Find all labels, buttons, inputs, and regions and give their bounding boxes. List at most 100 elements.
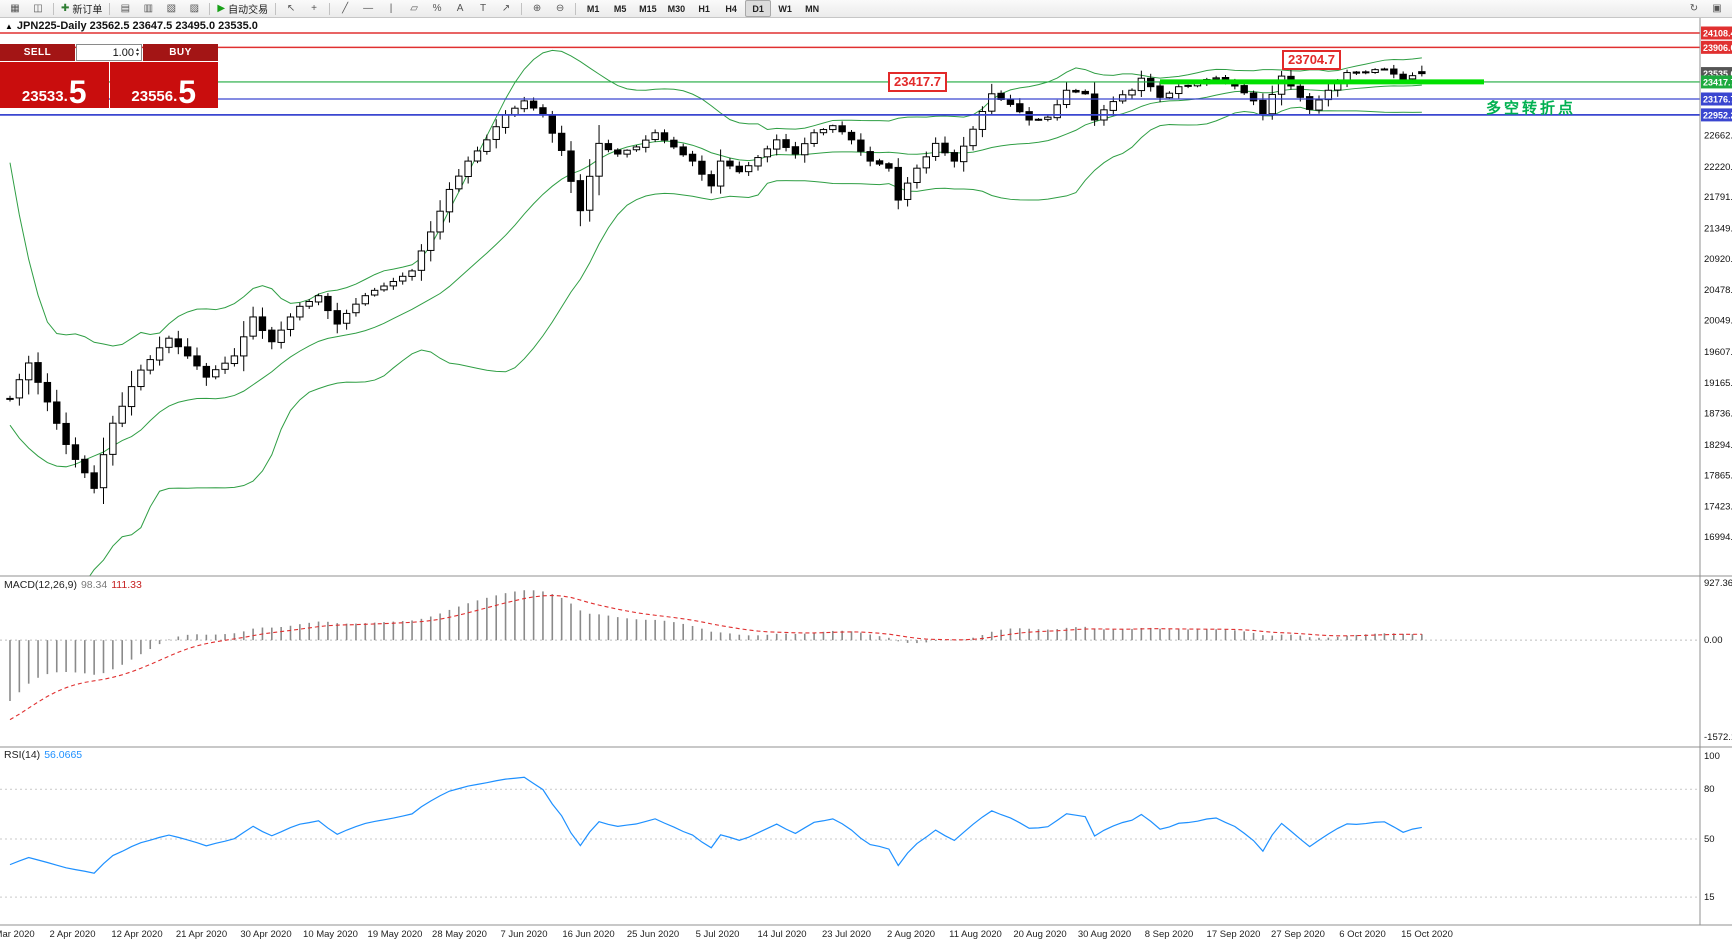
timeframe-mn-button[interactable]: MN: [799, 0, 825, 17]
svg-text:16994.0: 16994.0: [1704, 532, 1732, 543]
timeframe-m15-button[interactable]: M15: [634, 0, 662, 17]
turning-point-annotation[interactable]: 多空转折点: [1486, 100, 1577, 117]
autotrading-button[interactable]: ▶ 自动交易: [214, 0, 271, 17]
chart-title-text: JPN225-Daily 23562.5 23647.5 23495.0 235…: [16, 20, 258, 32]
new-chart-icon: ▦: [10, 2, 20, 14]
support-level-annotation[interactable]: 23417.7: [888, 72, 947, 92]
terminal-button[interactable]: ▨: [183, 0, 205, 17]
fullscreen-icon: ▣: [1712, 2, 1722, 14]
chart-title: ▲ JPN225-Daily 23562.5 23647.5 23495.0 2…: [5, 20, 258, 32]
svg-text:17865.0: 17865.0: [1704, 470, 1732, 481]
svg-text:16 Jun 2020: 16 Jun 2020: [562, 929, 614, 940]
chart-marker-icon[interactable]: ▲: [5, 21, 13, 31]
svg-text:28 May 2020: 28 May 2020: [432, 929, 487, 940]
cursor-button[interactable]: ↖: [280, 0, 302, 17]
autotrading-label: 自动交易: [228, 5, 269, 16]
svg-text:27 Sep 2020: 27 Sep 2020: [1271, 929, 1325, 940]
market-watch-button[interactable]: ▤: [114, 0, 136, 17]
macd-signal-value: 111.33: [111, 579, 142, 591]
svg-text:2 Aug 2020: 2 Aug 2020: [887, 929, 935, 940]
resistance-level-annotation[interactable]: 23704.7: [1282, 50, 1341, 70]
svg-text:24108.4: 24108.4: [1703, 28, 1732, 38]
svg-text:19607.0: 19607.0: [1704, 347, 1732, 358]
navigator-button[interactable]: ▧: [160, 0, 182, 17]
text-label-button[interactable]: T: [472, 0, 494, 17]
fullscreen-button[interactable]: ▣: [1706, 0, 1728, 17]
toolbar-separator: [209, 2, 211, 15]
buy-price-button[interactable]: 23556. 5: [109, 62, 218, 108]
horizontal-line-button[interactable]: —: [357, 0, 379, 17]
fibonacci-button[interactable]: %: [426, 0, 448, 17]
toolbar-separator: [521, 2, 523, 15]
svg-text:80: 80: [1704, 784, 1715, 795]
timeframe-label: M30: [667, 3, 686, 14]
refresh-icon: ↻: [1689, 2, 1699, 14]
svg-text:0.00: 0.00: [1704, 635, 1723, 646]
svg-text:6 Oct 2020: 6 Oct 2020: [1339, 929, 1385, 940]
zoom-out-button[interactable]: ⊖: [549, 0, 571, 17]
volume-up-button[interactable]: ▴: [135, 46, 139, 53]
svg-text:22662.0: 22662.0: [1704, 130, 1732, 141]
sell-button[interactable]: SELL: [0, 44, 75, 61]
equidistant-channel-button[interactable]: ▱: [403, 0, 425, 17]
svg-text:100: 100: [1704, 751, 1720, 762]
fibonacci-icon: %: [432, 2, 442, 14]
zoom-in-icon: ⊕: [532, 2, 542, 14]
timeframe-label: M1: [586, 3, 600, 14]
new-chart-button[interactable]: ▦: [4, 0, 26, 17]
horizontal-line-icon: —: [363, 2, 374, 14]
text-button[interactable]: A: [449, 0, 471, 17]
price-chart[interactable]: 22662.0 22220.0 21791.0 21349.0 20920.0 20478…: [0, 18, 1732, 942]
equidistant-channel-icon: ▱: [410, 2, 418, 14]
svg-text:17423.0: 17423.0: [1704, 502, 1732, 513]
toolbar-separator: [275, 2, 277, 15]
new-order-icon: ✚: [61, 2, 70, 14]
sell-price-big-digit: 5: [68, 74, 87, 110]
svg-text:21 Apr 2020: 21 Apr 2020: [176, 929, 227, 940]
svg-text:7 Jun 2020: 7 Jun 2020: [500, 929, 547, 940]
timeframe-m5-button[interactable]: M5: [607, 0, 633, 17]
svg-text:20 Aug 2020: 20 Aug 2020: [1013, 929, 1066, 940]
svg-text:23176.7: 23176.7: [1703, 94, 1732, 104]
crosshair-button[interactable]: +: [303, 0, 325, 17]
timeframe-w1-button[interactable]: W1: [772, 0, 798, 17]
timeframe-h4-button[interactable]: H4: [718, 0, 744, 17]
vertical-line-button[interactable]: |: [380, 0, 402, 17]
text-icon: A: [456, 2, 464, 14]
svg-text:25 Jun 2020: 25 Jun 2020: [627, 929, 679, 940]
timeframe-label: H1: [698, 3, 710, 14]
refresh-button[interactable]: ↻: [1683, 0, 1705, 17]
svg-text:20478.0: 20478.0: [1704, 285, 1732, 296]
terminal-icon: ▨: [189, 2, 200, 14]
svg-text:11 Aug 2020: 11 Aug 2020: [949, 929, 1002, 940]
macd-name: MACD(12,26,9): [4, 579, 77, 591]
timeframe-label: M15: [639, 3, 657, 14]
svg-text:30 Aug 2020: 30 Aug 2020: [1078, 929, 1131, 940]
timeframe-m30-button[interactable]: M30: [663, 0, 691, 17]
data-window-icon: ▥: [143, 2, 154, 14]
buy-button[interactable]: BUY: [143, 44, 218, 61]
svg-text:24 Mar 2020: 24 Mar 2020: [0, 929, 35, 940]
timeframe-d1-button[interactable]: D1: [745, 0, 772, 17]
arrow-button[interactable]: ↗: [495, 0, 517, 17]
new-order-button[interactable]: ✚ 新订单: [58, 0, 105, 17]
tile-windows-button[interactable]: ◫: [27, 0, 49, 17]
timeframe-h1-button[interactable]: H1: [691, 0, 717, 17]
volume-down-button[interactable]: ▾: [135, 51, 139, 58]
svg-text:23535.6: 23535.6: [1703, 69, 1732, 79]
trade-panel-prices: 23533. 5 23556. 5: [0, 62, 218, 108]
trendline-button[interactable]: ╱: [334, 0, 356, 17]
svg-text:22952.2: 22952.2: [1703, 110, 1732, 120]
svg-text:8 Sep 2020: 8 Sep 2020: [1145, 929, 1194, 940]
timeframe-m1-button[interactable]: M1: [580, 0, 606, 17]
toolbar: ▦ ◫ ✚ 新订单 ▤ ▥ ▧ ▨ ▶ 自动交易 ↖ + ╱ — | ▱% A T ↗ ⊕ ⊖ M1 M5 M15 M30 H1 H…: [0, 0, 1732, 18]
navigator-icon: ▧: [166, 2, 177, 14]
text-label-icon: T: [480, 2, 487, 14]
svg-text:23 Jul 2020: 23 Jul 2020: [822, 929, 871, 940]
data-window-button[interactable]: ▥: [137, 0, 159, 17]
volume-input[interactable]: [87, 46, 136, 59]
timeframe-label: W1: [778, 3, 792, 14]
zoom-in-button[interactable]: ⊕: [526, 0, 548, 17]
sell-price-button[interactable]: 23533. 5: [0, 62, 109, 108]
arrow-icon: ↗: [501, 2, 511, 14]
